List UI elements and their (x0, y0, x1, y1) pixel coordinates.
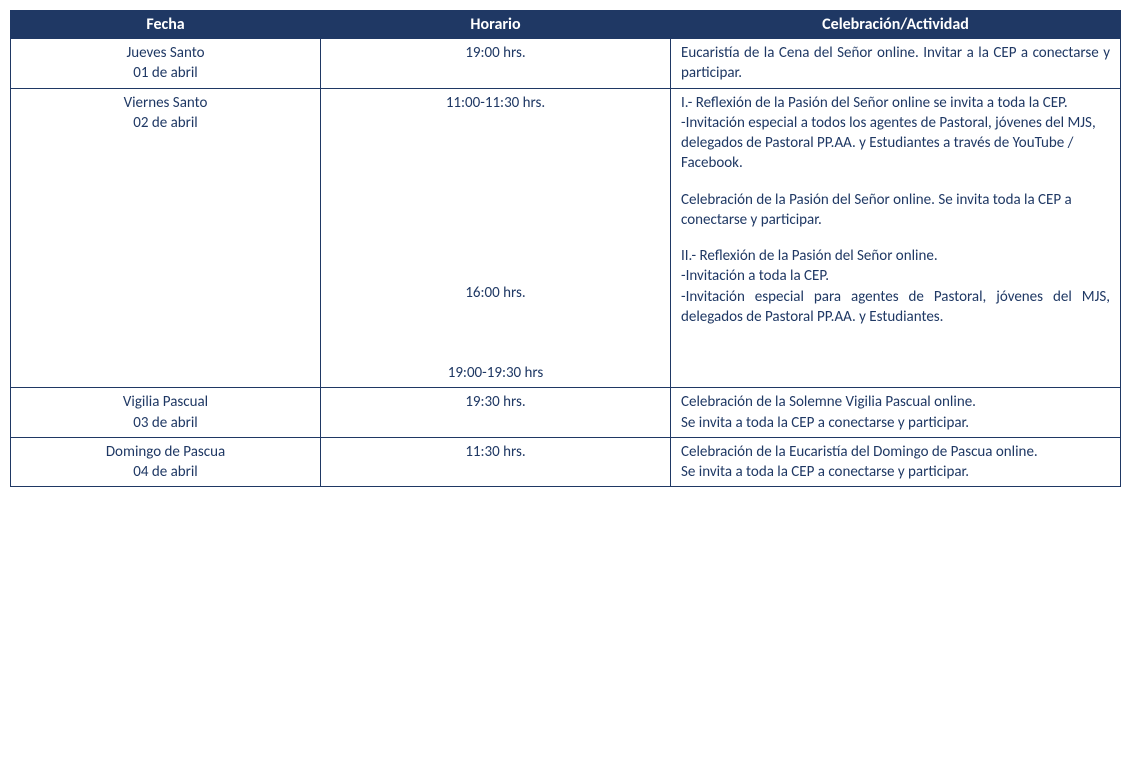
horario-time: 11:00-11:30 hrs. (331, 93, 660, 113)
actividad-text: -Invitación especial a todos los agentes… (681, 113, 1110, 174)
table-row: Jueves Santo01 de abril 19:00 hrs. Eucaris… (11, 39, 1121, 89)
actividad-text: Celebración de la Eucaristía del Domingo… (681, 442, 1110, 462)
fecha-line2: 03 de abril (21, 413, 310, 433)
cell-fecha: Vigilia Pascual03 de abril (11, 388, 321, 438)
actividad-text: I.- Reflexión de la Pasión del Señor onl… (681, 93, 1110, 113)
actividad-text: Celebración de la Pasión del Señor onlin… (681, 190, 1110, 231)
actividad-text: Se invita a toda la CEP a conectarse y p… (681, 413, 1110, 433)
fecha-line1: Jueves Santo (21, 43, 310, 63)
cell-actividad: I.- Reflexión de la Pasión del Señor onl… (671, 88, 1121, 388)
horario-time: 19:00-19:30 hrs (331, 363, 660, 383)
header-actividad: Celebración/Actividad (671, 11, 1121, 39)
cell-actividad: Eucaristía de la Cena del Señor online. … (671, 39, 1121, 89)
fecha-line1: Vigilia Pascual (21, 392, 310, 412)
cell-horario: 11:00-11:30 hrs. 16:00 hrs. 19:00-19:30 hr… (321, 88, 671, 388)
spacer (331, 303, 660, 363)
cell-fecha: Viernes Santo02 de abril (11, 88, 321, 388)
table-header-row: Fecha Horario Celebración/Actividad (11, 11, 1121, 39)
actividad-text: Se invita a toda la CEP a conectarse y p… (681, 462, 1110, 482)
horario-time: 16:00 hrs. (331, 283, 660, 303)
horario-time: 11:30 hrs. (331, 442, 660, 462)
actividad-text: -Invitación a toda la CEP. (681, 266, 1110, 286)
schedule-table: Fecha Horario Celebración/Actividad Juev… (10, 10, 1121, 487)
actividad-text: II.- Reflexión de la Pasión del Señor on… (681, 246, 1110, 266)
fecha-line2: 01 de abril (21, 63, 310, 83)
fecha-line1: Domingo de Pascua (21, 442, 310, 462)
cell-horario: 19:00 hrs. (321, 39, 671, 89)
cell-actividad: Celebración de la Solemne Vigilia Pascua… (671, 388, 1121, 438)
cell-actividad: Celebración de la Eucaristía del Domingo… (671, 437, 1121, 487)
header-horario: Horario (321, 11, 671, 39)
cell-fecha: Jueves Santo01 de abril (11, 39, 321, 89)
spacer (331, 113, 660, 283)
horario-time: 19:00 hrs. (331, 43, 660, 63)
cell-horario: 11:30 hrs. (321, 437, 671, 487)
table-row: Domingo de Pascua04 de abril 11:30 hrs. Ce… (11, 437, 1121, 487)
table-row: Vigilia Pascual03 de abril 19:30 hrs. Cele… (11, 388, 1121, 438)
actividad-text: -Invitación especial para agentes de Pas… (681, 287, 1110, 328)
actividad-text: Eucaristía de la Cena del Señor online. … (681, 43, 1110, 84)
header-fecha: Fecha (11, 11, 321, 39)
actividad-text: Celebración de la Solemne Vigilia Pascua… (681, 392, 1110, 412)
table-row: Viernes Santo02 de abril11:00-11:30 hrs.… (11, 88, 1121, 388)
fecha-line1: Viernes Santo (21, 93, 310, 113)
horario-time: 19:30 hrs. (331, 392, 660, 412)
fecha-line2: 04 de abril (21, 462, 310, 482)
cell-horario: 19:30 hrs. (321, 388, 671, 438)
cell-fecha: Domingo de Pascua04 de abril (11, 437, 321, 487)
fecha-line2: 02 de abril (21, 113, 310, 133)
